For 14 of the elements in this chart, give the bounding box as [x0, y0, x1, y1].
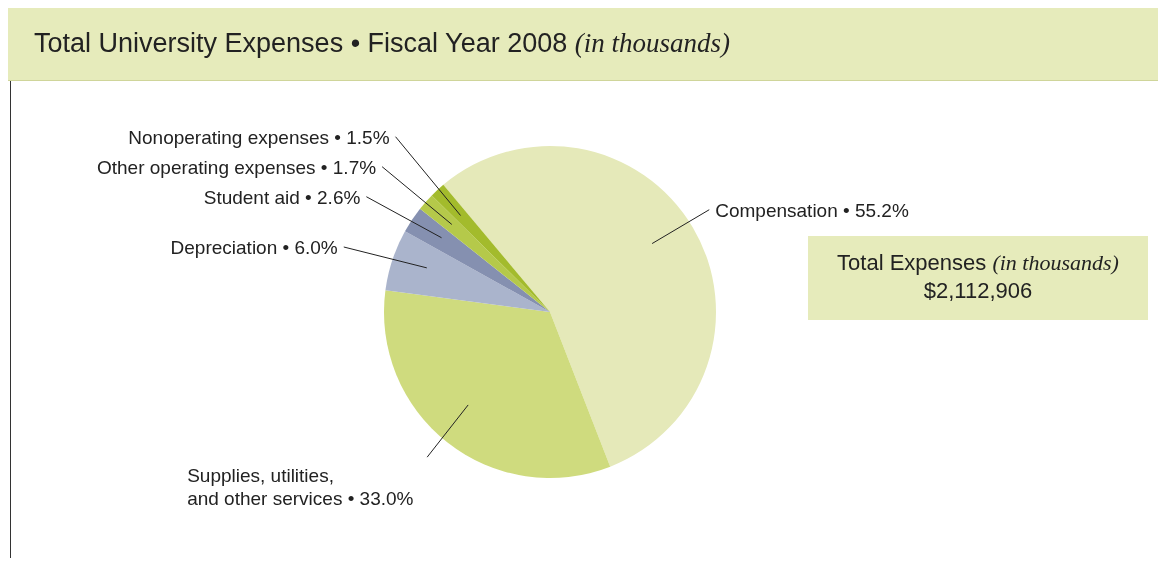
- slice-label: Student aid • 2.6%: [203, 186, 361, 208]
- slice-label: Compensation • 55.2%: [715, 199, 909, 221]
- text: Total Expenses (in thousands): [836, 250, 1120, 276]
- text: $2,112,906: [922, 278, 1034, 304]
- pie-slice: [443, 146, 716, 467]
- slice-label: Nonoperating expenses • 1.5%: [128, 126, 390, 148]
- slice-label: Other operating expenses • 1.7%: [96, 156, 377, 178]
- slice-label: Supplies, utilities, and other services • 33.0%: [187, 464, 414, 509]
- pie-slice: [404, 208, 550, 312]
- slice-label: Depreciation • 6.0%: [170, 236, 338, 258]
- chart-title: Total University Expenses • Fiscal Year 2008 (in thousands): [34, 28, 730, 59]
- pie-slice: [385, 231, 550, 312]
- pie-slice: [431, 184, 550, 312]
- pie-slice: [384, 290, 611, 478]
